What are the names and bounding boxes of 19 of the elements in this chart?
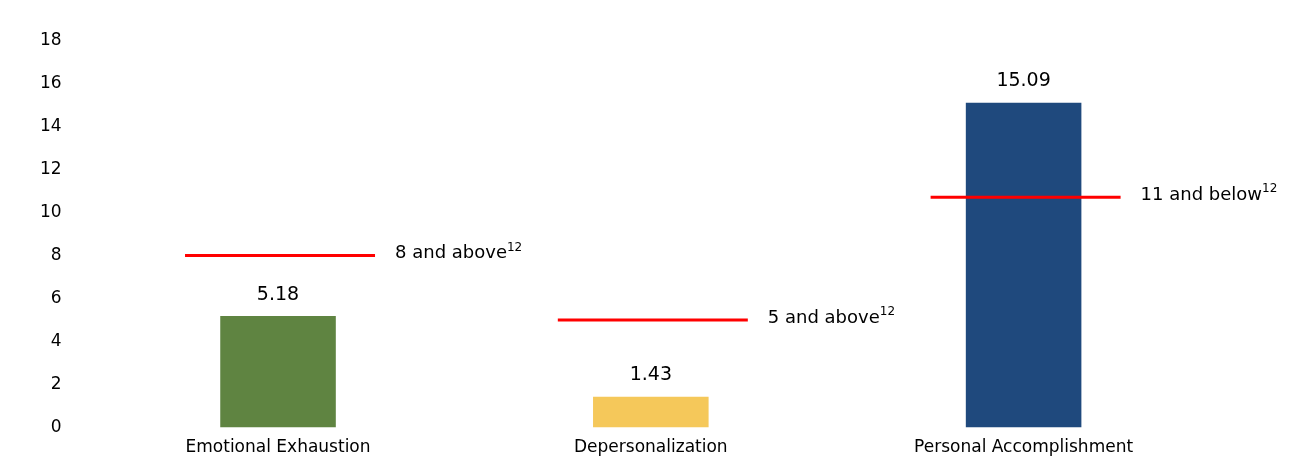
x-tick-label: Emotional Exhaustion xyxy=(185,436,371,457)
y-tick-label: 12 xyxy=(39,157,62,178)
y-tick-label: 16 xyxy=(39,71,62,92)
y-tick-label: 14 xyxy=(39,114,62,135)
y-tick-label: 18 xyxy=(39,28,62,49)
y-tick-label: 8 xyxy=(50,243,62,264)
y-tick-label: 6 xyxy=(50,286,62,307)
y-tick-label: 2 xyxy=(50,372,62,393)
data-label: 15.09 xyxy=(996,68,1051,91)
data-label: 1.43 xyxy=(629,362,672,385)
bar xyxy=(593,396,709,428)
y-tick-label: 0 xyxy=(50,416,62,437)
data-label: 5.18 xyxy=(256,281,300,304)
bar xyxy=(220,316,336,428)
y-tick-label: 10 xyxy=(39,200,62,221)
x-tick-label: Personal Accomplishment xyxy=(914,436,1134,457)
y-tick-label: 4 xyxy=(50,329,62,350)
x-tick-label: Depersonalization xyxy=(574,436,728,457)
bar xyxy=(965,102,1082,428)
